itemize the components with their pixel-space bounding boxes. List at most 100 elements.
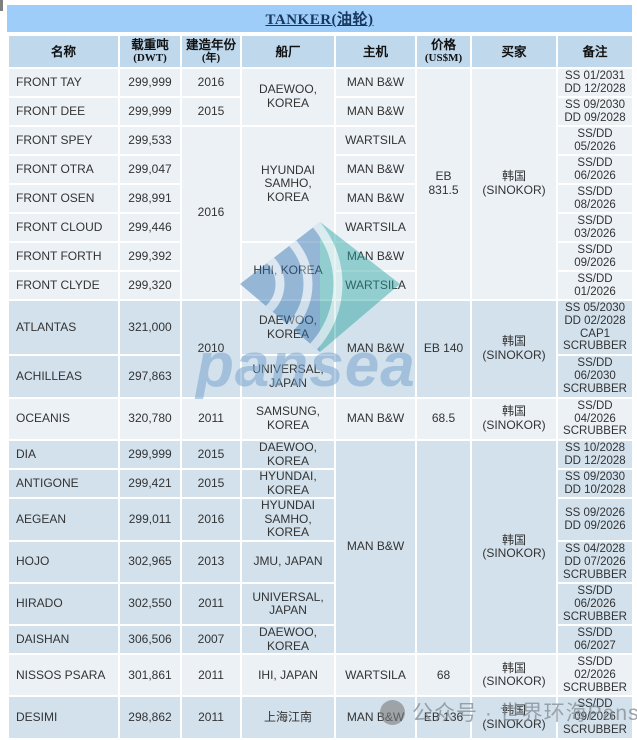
cell-engine: WARTSILA <box>334 125 417 156</box>
cell-year: 2015 <box>180 468 242 500</box>
cell-price: EB 140 <box>415 299 472 399</box>
table-row: FRONT SPEY 299,533 2016 HYUNDAI SAMHO, K… <box>7 125 634 301</box>
cell-price: 68 <box>415 653 472 698</box>
cell-price: EB 831.5 <box>415 67 472 301</box>
col-header-price: 价格 (US$M) <box>415 34 472 69</box>
cell-engine: MAN B&W <box>334 241 417 272</box>
table-row: FRONT TAY 299,999 2016 DAEWOO, KOREA MAN… <box>7 67 634 301</box>
cell-dwt: 299,011 <box>118 497 182 543</box>
cell-engine: MAN B&W <box>334 397 417 441</box>
cell-dwt: 321,000 <box>118 299 182 356</box>
table-row: HIRADO 302,550 2011 UNIVERSAL, JAPAN SS/… <box>7 582 634 627</box>
cell-remark: SS/DD 06/2030 SCRUBBER <box>556 354 634 399</box>
cell-yard: UNIVERSAL, JAPAN <box>240 354 336 399</box>
cell-engine: MAN B&W <box>334 438 417 656</box>
cell-remark: SS/DD 06/2026 SCRUBBER <box>556 582 634 627</box>
cell-buyer: 韩国 (SINOKOR) <box>470 67 558 301</box>
col-header-engine: 主机 <box>334 34 417 69</box>
cell-remark: SS 09/2030 DD 09/2028 <box>556 96 634 127</box>
cell-remark: SS/DD 09/2026 <box>556 241 634 272</box>
cell-remark: SS/DD 06/2026 <box>556 154 634 185</box>
cell-engine: MAN B&W <box>334 96 417 127</box>
cell-yard: DAEWOO, KOREA <box>240 299 336 356</box>
table-row: ANTIGONE 299,421 2015 HYUNDAI, KOREA SS … <box>7 468 634 500</box>
cell-price: EB 136 <box>415 695 472 740</box>
cell-ship-name: FRONT FORTH <box>7 241 120 272</box>
col-header-yard: 船厂 <box>240 34 336 69</box>
col-header-name: 名称 <box>7 34 120 69</box>
cell-remark: SS 05/2030 DD 02/2028 CAP1 SCRUBBER <box>556 299 634 356</box>
cell-remark: SS 09/2026 DD 09/2026 <box>556 497 634 543</box>
cell-price <box>415 438 472 656</box>
cell-yard: IHI, JAPAN <box>240 653 336 698</box>
cell-dwt: 298,862 <box>118 695 182 740</box>
cell-yard: DAEWOO, KOREA <box>240 67 336 127</box>
cell-ship-name: ANTIGONE <box>7 468 120 500</box>
cell-ship-name: FRONT TAY <box>7 67 120 98</box>
cell-dwt: 320,780 <box>118 397 182 441</box>
table-row: FRONT OTRA 299,047 MAN B&W SS/DD 06/2026 <box>7 154 634 185</box>
cell-year: 2015 <box>180 438 242 471</box>
cell-year: 2011 <box>180 695 242 740</box>
cell-buyer: 韩国 (SINOKOR) <box>470 695 558 740</box>
cell-yard: 上海江南 <box>240 695 336 740</box>
table-row: FRONT OSEN 298,991 MAN B&W SS/DD 08/2026 <box>7 183 634 214</box>
cell-remark: SS/DD 02/2026 SCRUBBER <box>556 653 634 698</box>
cell-yard: HYUNDAI SAMHO, KOREA <box>240 497 336 543</box>
cell-ship-name: OCEANIS <box>7 397 120 441</box>
table-title-bar: TANKER(油轮) <box>7 5 632 32</box>
cell-year: 2011 <box>180 397 242 441</box>
cell-dwt: 298,991 <box>118 183 182 214</box>
table-title: TANKER(油轮) <box>265 12 374 28</box>
cell-buyer: 韩国 (SINOKOR) <box>470 397 558 441</box>
table-row: HOJO 302,965 2013 JMU, JAPAN SS 04/2028 … <box>7 540 634 585</box>
tanker-sales-table: 名称 载重吨 (DWT) 建造年份 (年) 船厂 主机 价格 (US$M) 买家 备注… <box>7 34 634 740</box>
table-row: ATLANTAS 321,000 2010 DAEWOO, KOREA MAN … <box>7 299 634 399</box>
cell-remark: SS/DD 04/2026 SCRUBBER <box>556 397 634 441</box>
cell-ship-name: ATLANTAS <box>7 299 120 356</box>
cell-dwt: 302,965 <box>118 540 182 585</box>
cell-yard: DAEWOO, KOREA <box>240 624 336 656</box>
cell-ship-name: NISSOS PSARA <box>7 653 120 698</box>
header-row: 名称 载重吨 (DWT) 建造年份 (年) 船厂 主机 价格 (US$M) 买家 备注 <box>7 34 634 69</box>
cell-remark: SS/DD 05/2026 <box>556 125 634 156</box>
cell-ship-name: FRONT CLYDE <box>7 270 120 301</box>
cell-dwt: 299,999 <box>118 67 182 98</box>
cell-year: 2013 <box>180 540 242 585</box>
cell-engine: MAN B&W <box>334 183 417 214</box>
cell-dwt: 299,047 <box>118 154 182 185</box>
cell-dwt: 299,320 <box>118 270 182 301</box>
cell-dwt: 306,506 <box>118 624 182 656</box>
cell-remark: SS 10/2028 DD 12/2028 <box>556 438 634 471</box>
cell-price: 68.5 <box>415 397 472 441</box>
cell-ship-name: HOJO <box>7 540 120 585</box>
col-header-dwt: 载重吨 (DWT) <box>118 34 182 69</box>
table-row: NISSOS PSARA 301,861 2011 IHI, JAPAN WAR… <box>7 653 634 698</box>
table-row: FRONT CLOUD 299,446 WARTSILA SS/DD 03/20… <box>7 212 634 243</box>
table-row: OCEANIS 320,780 2011 SAMSUNG, KOREA MAN … <box>7 397 634 441</box>
cell-ship-name: DESIMI <box>7 695 120 740</box>
table-row: AEGEAN 299,011 2016 HYUNDAI SAMHO, KOREA… <box>7 497 634 543</box>
col-header-remark: 备注 <box>556 34 634 69</box>
table-row: DAISHAN 306,506 2007 DAEWOO, KOREA SS/DD… <box>7 624 634 656</box>
cell-year: 2015 <box>180 96 242 127</box>
cell-engine: MAN B&W <box>334 154 417 185</box>
cell-yard: JMU, JAPAN <box>240 540 336 585</box>
cell-year: 2016 <box>180 125 242 301</box>
cell-remark: SS 01/2031 DD 12/2028 <box>556 67 634 98</box>
cell-year: 2007 <box>180 624 242 656</box>
cell-ship-name: DIA <box>7 438 120 471</box>
cell-dwt: 299,999 <box>118 438 182 471</box>
cell-year: 2016 <box>180 67 242 98</box>
cell-remark: SS/DD 08/2026 <box>556 183 634 214</box>
cell-dwt: 299,421 <box>118 468 182 500</box>
cell-ship-name: FRONT OSEN <box>7 183 120 214</box>
cell-year: 2016 <box>180 497 242 543</box>
table-row: DIA 299,999 2015 DAEWOO, KOREA MAN B&W 韩… <box>7 438 634 656</box>
screen-edge-artifact <box>0 0 3 11</box>
cell-yard: HYUNDAI, KOREA <box>240 468 336 500</box>
cell-remark: SS/DD 09/2026 SCRUBBER <box>556 695 634 740</box>
cell-year: 2010 <box>180 299 242 399</box>
cell-engine: MAN B&W <box>334 67 417 98</box>
